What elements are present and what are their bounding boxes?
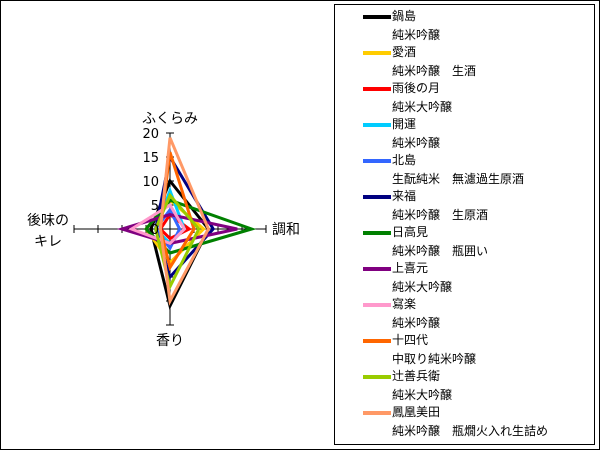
legend-item-1: 愛酒 純米吟醸 生酒 [335, 41, 594, 80]
legend-item-4: 北島生酛純米 無濾過生原酒 [335, 149, 594, 188]
legend-swatch [363, 159, 391, 163]
legend-name: 十四代 [392, 333, 429, 347]
legend-subname: 純米大吟醸 [392, 100, 453, 114]
legend: 鍋島 純米吟醸 愛酒 純米吟醸 生酒 雨後の月 純米大吟醸 開運 純米吟醸 北島 生酛純米 無濾過… [334, 4, 595, 445]
legend-name: 来福 [392, 189, 417, 203]
legend-swatch [363, 123, 391, 127]
legend-subname: 純米大吟醸 [392, 388, 453, 402]
legend-swatch [363, 231, 391, 235]
axis-label-left: 後味のキレ [27, 213, 69, 250]
legend-swatch [363, 51, 391, 55]
legend-item-8: 寫楽 純米吟醸 [335, 293, 594, 332]
legend-name: 開運 [392, 117, 417, 131]
legend-item-9: 十四代中取り純米吟醸 [335, 329, 594, 368]
legend-name: 上喜元 [392, 261, 429, 275]
axis-label-bottom: 香り [156, 333, 184, 349]
legend-name: 鳳凰美田 [392, 405, 441, 419]
legend-item-0: 鍋島 純米吟醸 [335, 5, 594, 44]
legend-subname: 純米吟醸 生原酒 [392, 208, 489, 222]
legend-subname: 純米吟醸 [392, 28, 441, 42]
legend-name: 愛酒 [392, 45, 417, 59]
radial-ticks: 0 5 10 15 20 [142, 127, 159, 238]
tick-label-3: 15 [142, 151, 159, 166]
legend-subname: 純米吟醸 瓶燗火入れ生詰め [392, 424, 549, 438]
legend-swatch [363, 87, 391, 91]
series-line-11 [158, 137, 211, 306]
legend-item-6: 日高見純米吟醸 瓶囲い [335, 221, 594, 260]
legend-subname: 純米大吟醸 [392, 280, 453, 294]
tick-label-1: 5 [151, 199, 159, 214]
legend-item-7: 上喜元 純米大吟醸 [335, 257, 594, 296]
legend-name: 辻善兵衛 [392, 369, 441, 383]
legend-item-11: 鳳凰美田純米吟醸 瓶燗火入れ生詰め [335, 401, 594, 440]
tick-label-0: 0 [151, 223, 159, 238]
axis-label-right: 調和 [272, 222, 300, 238]
legend-subname: 純米吟醸 [392, 316, 441, 330]
radar-series [116, 137, 257, 311]
legend-item-10: 辻善兵衛 純米大吟醸 [335, 365, 594, 404]
legend-swatch [363, 267, 391, 271]
legend-name: 鍋島 [392, 9, 417, 23]
legend-item-2: 雨後の月 純米大吟醸 [335, 77, 594, 116]
legend-swatch [363, 303, 391, 307]
legend-subname: 中取り純米吟醸 [392, 352, 477, 366]
tick-label-4: 20 [142, 127, 159, 142]
legend-item-3: 開運 純米吟醸 [335, 113, 594, 152]
legend-swatch [363, 411, 391, 415]
legend-swatch [363, 15, 391, 19]
axis-label-top: ふくらみ [142, 111, 198, 127]
legend-item-5: 来福純米吟醸 生原酒 [335, 185, 594, 224]
legend-name: 北島 [392, 153, 417, 167]
legend-name: 日高見 [392, 225, 429, 239]
legend-name: 寫楽 [392, 297, 417, 311]
legend-subname: 純米吟醸 [392, 136, 441, 150]
series-line-8 [128, 202, 187, 246]
legend-swatch [363, 195, 391, 199]
legend-subname: 純米吟醸 生酒 [392, 64, 477, 78]
legend-swatch [363, 375, 391, 379]
legend-subname: 純米吟醸 瓶囲い [392, 244, 489, 258]
tick-label-2: 10 [142, 175, 159, 190]
legend-subname: 生酛純米 無濾過生原酒 [392, 172, 525, 186]
legend-swatch [363, 339, 391, 343]
legend-name: 雨後の月 [392, 81, 441, 95]
